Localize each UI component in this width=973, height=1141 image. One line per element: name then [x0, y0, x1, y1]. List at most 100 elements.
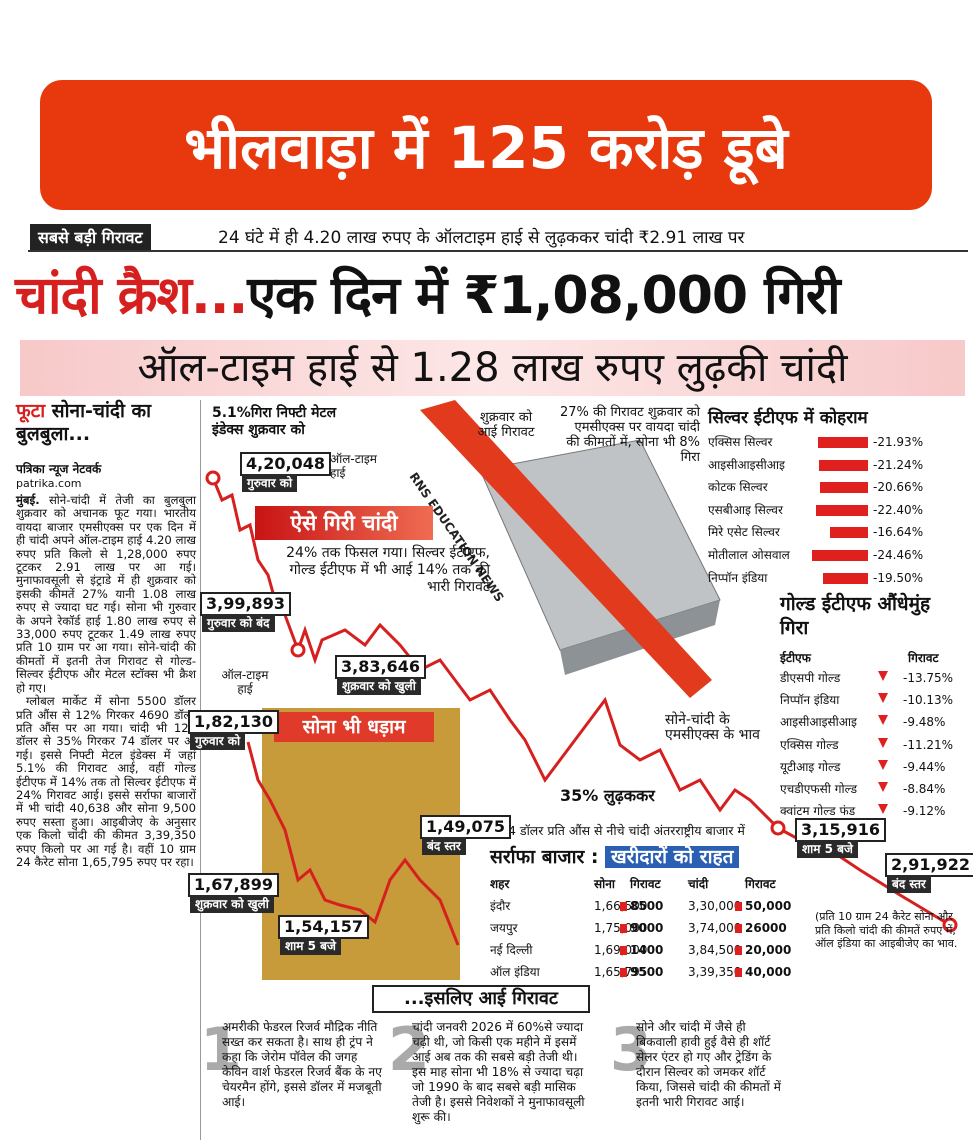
point-marker — [942, 917, 958, 933]
table-header: शहर — [490, 877, 510, 891]
etf-change: -20.66 — [873, 479, 923, 495]
table-cell: 26000 — [733, 920, 787, 936]
table-header: चांदी — [688, 877, 709, 891]
reason-number: 2 — [388, 1015, 430, 1085]
column-rule — [200, 400, 201, 1140]
price-value: 1,49,075 — [420, 815, 511, 839]
drop-note: 27% की गिरावट शुक्रवार को एमसीएक्स पर वा… — [559, 405, 700, 465]
table-cell: 9500 — [618, 964, 664, 980]
etf-change: -10.13% — [903, 693, 954, 708]
etf-name: मिरे एसेट सिल्वर — [708, 525, 780, 540]
gold-line — [246, 741, 460, 946]
table-header: गिरावट — [630, 877, 661, 891]
etf-name: निप्पॉन इंडिया — [780, 693, 840, 708]
etf-change: -22.40% — [873, 502, 924, 517]
silver-line — [211, 477, 951, 927]
headline-lead: चांदी क्रैश... — [15, 266, 248, 326]
article-title: फूटा सोना-चांदी का बुलबुला... — [16, 400, 196, 446]
table-cell: 3,74,000 — [688, 921, 742, 935]
etf-name: आइसीआइसीआइ — [780, 715, 857, 730]
article: फूटा सोना-चांदी का बुलबुला... पत्रिका न्… — [16, 400, 196, 869]
table-cell: 3,39,350 — [688, 965, 742, 979]
headline-rest: एक दिन में ₹1,08,000 गिरी — [247, 266, 840, 326]
etf-change: -21.93 — [873, 434, 923, 450]
subhead: ऑल-टाइम हाई से 1.28 लाख रुपए लुढ़की चांद… — [20, 340, 965, 396]
metal-index-note: 5.1%गिरा निफ्टी मेटल इंडेक्स शुक्रवार को — [212, 405, 337, 438]
price-label: शाम 5 बजे — [280, 937, 341, 955]
etf-change-text: -24.46 — [873, 548, 923, 562]
mcx-note: सोने-चांदी के एमसीएक्स के भाव — [665, 712, 760, 743]
etf-change-text: -21.93 — [873, 435, 923, 449]
table-cell: जयपुर — [490, 921, 518, 935]
etf-name: डीएसपी गोल्ड — [780, 671, 841, 685]
reason-text: अमरीकी फेडरल रिजर्व मौद्रिक नीति सख्त कर… — [222, 1020, 382, 1109]
etf-name: मोतीलाल ओसवाल — [708, 548, 790, 562]
ath-label: ऑल-टाइम हाई — [330, 452, 377, 480]
table-cell: 40,000 — [733, 964, 792, 980]
down-arrow — [878, 804, 888, 815]
etf-change-text: -16.64 — [873, 525, 923, 539]
down-arrow — [878, 782, 888, 792]
etf-change: -9.44% — [903, 759, 946, 774]
table-header: सोना — [594, 877, 615, 891]
price-value: 1,67,899 — [188, 873, 279, 897]
price-label: शुक्रवार को खुली — [337, 677, 421, 695]
table-header: ईटीएफ — [780, 651, 811, 665]
etf-name: आइसीआइसीआइ — [708, 457, 785, 472]
table-cell: 3,30,000 — [688, 899, 742, 913]
table-cell: 1400 — [618, 942, 664, 958]
paragraph-text: सोने-चांदी में तेजी का बुलबुला शुक्रवार … — [16, 493, 197, 695]
price-label: बंद स्तर — [422, 837, 466, 855]
point-marker — [290, 642, 306, 658]
etf-name: यूटीआइ गोल्ड — [780, 759, 841, 774]
table-cell: 50,000 — [733, 898, 792, 914]
table-header: गिरावट — [745, 877, 776, 891]
gold-ath-label: ऑल-टाइम हाई — [221, 668, 269, 696]
etf-change: -16.64 — [873, 524, 923, 540]
table-cell: 9000 — [618, 920, 664, 936]
price-value: 1,82,130 — [188, 710, 279, 734]
etf-change-text: -21.24 — [873, 458, 923, 472]
etf-change: -9.48% — [903, 715, 946, 730]
paragraph: ग्लोबल मार्केट में सोना 5500 डॉलर प्रति … — [16, 694, 196, 869]
price-value: 3,99,893 — [200, 592, 291, 616]
etf-change: -11.21% — [903, 737, 954, 752]
byline: पत्रिका न्यूज नेटवर्क — [16, 462, 102, 476]
intl-note: 74 डॉलर प्रति औंस से नीचे चांदी अंतरराष्… — [500, 823, 745, 838]
etf-change: -19.50% — [873, 570, 924, 585]
price-label: शुक्रवार को खुली — [190, 895, 274, 913]
etf-change: -13.75% — [903, 671, 954, 685]
down-arrow — [878, 759, 888, 770]
etf-change: -8.84% — [903, 782, 946, 796]
etf-name: एसबीआइ सिल्वर — [708, 502, 783, 517]
down-arrow — [878, 693, 888, 704]
table-cell: 3,84,500 — [688, 943, 742, 957]
point-marker — [770, 820, 786, 836]
etf-name: एक्सिस सिल्वर — [708, 435, 773, 449]
etf-bar — [823, 572, 868, 584]
etf-bar — [829, 527, 868, 539]
price-label: गुरुवार को — [242, 474, 298, 492]
price-value: 2,91,922 — [885, 853, 973, 877]
price-value: 3,15,916 — [795, 818, 886, 842]
kicker: सबसे बड़ी गिरावट 24 घंटे में ही 4.20 लाख… — [28, 222, 968, 252]
price-label: शाम 5 बजे — [797, 840, 858, 858]
table-cell: 8500 — [618, 898, 664, 914]
etf-bar — [820, 482, 868, 494]
etf-bar — [819, 459, 868, 471]
reason-number: 3 — [610, 1015, 652, 1085]
reason-text: सोने और चांदी में जैसे ही बिकवाली हावी ह… — [636, 1020, 781, 1109]
etf-name: कोटक सिल्वर — [708, 480, 768, 495]
dateline: मुंबई. — [16, 493, 40, 507]
paragraph: मुंबई. सोने-चांदी में तेजी का बुलबुला शु… — [16, 493, 197, 695]
etf-bar — [816, 504, 868, 516]
etf-change: -9.12% — [903, 804, 946, 819]
price-label: गुरुवार को बंद — [202, 614, 275, 632]
price-value: 4,20,048 — [240, 452, 331, 476]
etf-name: क्वांटम गोल्ड फंड — [780, 804, 856, 819]
article-title-lead: फूटा — [16, 400, 46, 422]
price-label: गुरुवार को — [190, 732, 246, 750]
table-cell: ऑल इंडिया — [490, 965, 540, 979]
